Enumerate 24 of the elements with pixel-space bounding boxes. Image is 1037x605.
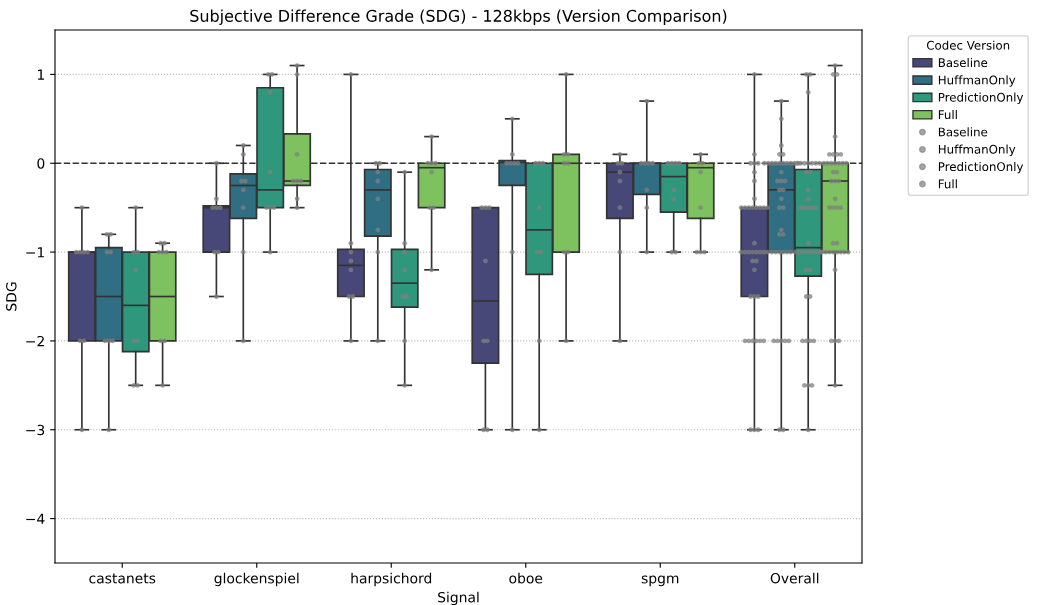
legend-title: Codec Version	[926, 40, 1010, 50]
y-tick-label: −2	[26, 335, 44, 347]
legend-label: PredictionOnly	[938, 161, 1024, 174]
legend-label: HuffmanOnly	[938, 144, 1016, 157]
y-tick-label: 1	[37, 69, 44, 80]
legend-label: Full	[938, 109, 957, 120]
x-tick-label: Overall	[770, 572, 819, 584]
x-tick-label: harpsichord	[351, 572, 432, 587]
chart-title: Subjective Difference Grade (SDG) - 128kbps (Version Comparison)	[190, 9, 727, 25]
y-axis-title: SDG	[6, 282, 17, 311]
x-tick-label: spgm	[641, 575, 679, 587]
legend-label: Baseline	[938, 127, 988, 137]
x-tick-label: castanets	[89, 573, 156, 584]
y-tick-label: −3	[26, 424, 45, 436]
x-axis-title: Signal	[438, 591, 479, 605]
legend-label: HuffmanOnly	[938, 75, 1016, 87]
x-tick-label: oboe	[509, 572, 543, 584]
legend-label: PredictionOnly	[938, 92, 1024, 105]
legend-label: Full	[938, 179, 957, 189]
legend-label: Baseline	[938, 57, 988, 68]
y-tick-label: −4	[26, 513, 45, 524]
y-tick-label: −1	[26, 247, 44, 258]
y-tick-label: 0	[37, 158, 45, 169]
x-tick-label: glockenspiel	[214, 572, 299, 587]
